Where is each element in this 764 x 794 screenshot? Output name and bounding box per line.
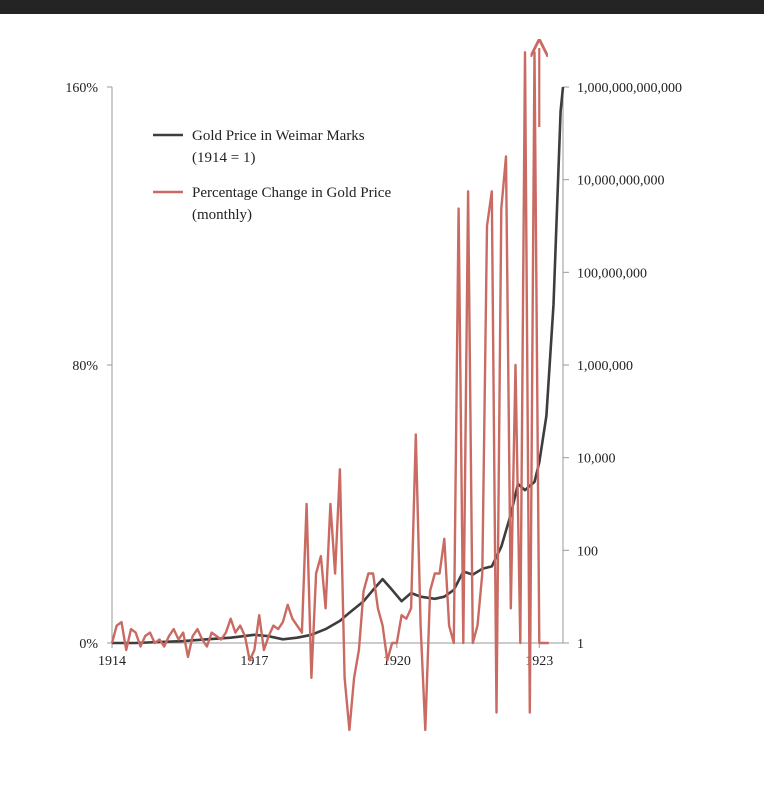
right-tick-label: 100 [577, 544, 598, 559]
right-tick-label: 1 [577, 637, 584, 652]
top-bar [0, 0, 764, 14]
x-tick-label: 1914 [98, 654, 126, 669]
x-tick-label: 1920 [383, 654, 411, 669]
legend-label: Percentage Change in Gold Price [192, 185, 391, 201]
right-tick-label: 1,000,000,000,000 [577, 81, 682, 96]
right-tick-label: 10,000 [577, 452, 616, 467]
x-tick-label: 1923 [525, 654, 553, 669]
left-tick-label: 0% [79, 637, 98, 652]
right-tick-label: 1,000,000 [577, 359, 633, 374]
legend-label: (1914 = 1) [192, 150, 255, 166]
legend: Gold Price in Weimar Marks (1914 = 1) Perc… [153, 128, 391, 223]
series-layer [110, 48, 565, 732]
left-tick-label: 160% [65, 81, 98, 96]
right-tick-label: 10,000,000,000 [577, 174, 665, 189]
legend-label: (monthly) [192, 207, 252, 223]
x-tick-label: 1917 [240, 654, 268, 669]
left-tick-label: 80% [72, 359, 98, 374]
legend-label: Gold Price in Weimar Marks [192, 128, 365, 144]
axes-layer: 0% 80% 160% 1 100 10,000 1,000,000 100,000,000 1… [65, 81, 682, 669]
right-tick-label: 100,000,000 [577, 266, 647, 281]
percentage-change-line [110, 51, 549, 732]
